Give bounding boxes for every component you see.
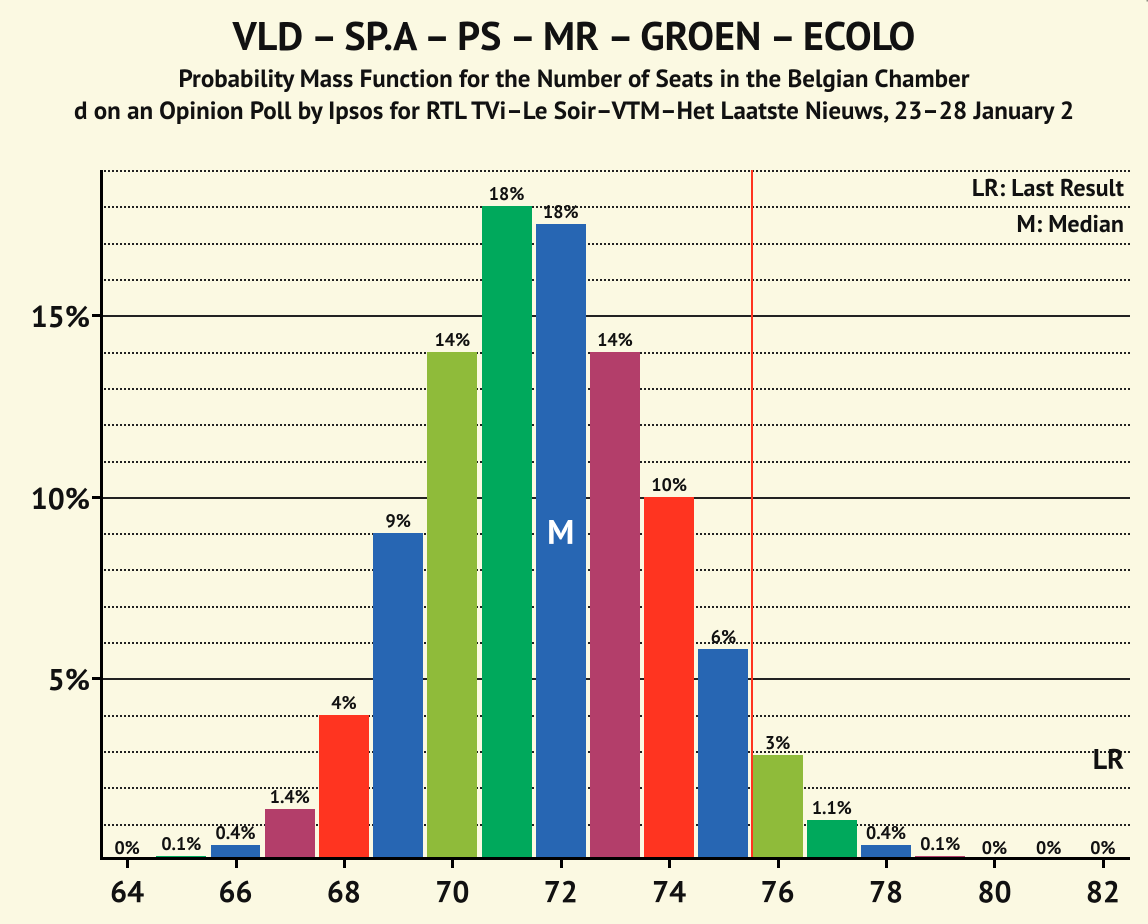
- y-axis-tick: [92, 496, 100, 499]
- x-axis-tick: [777, 860, 780, 868]
- bar-value-label: 0%: [1074, 836, 1132, 859]
- x-axis-tick: [993, 860, 996, 868]
- chart-source: d on an Opinion Poll by Ipsos for RTL TV…: [0, 94, 1148, 126]
- bar-value-label: 1.1%: [803, 796, 861, 819]
- x-axis-tick-label: 80: [951, 872, 1038, 911]
- x-axis-tick-label: 76: [734, 872, 821, 911]
- legend-median: M: Median: [1017, 208, 1125, 239]
- y-axis-line: [100, 170, 103, 860]
- y-axis-tick-label: 15%: [10, 297, 90, 336]
- gridline-minor: [100, 279, 1130, 281]
- bar-value-label: 0%: [98, 836, 156, 859]
- bar-value-label: 0.4%: [857, 821, 915, 844]
- x-axis-tick-label: 68: [301, 872, 388, 911]
- x-axis-tick-label: 74: [626, 872, 713, 911]
- x-axis-tick-label: 82: [1060, 872, 1147, 911]
- bar: [644, 497, 694, 860]
- titles: VLD – SP.A – PS – MR – GROEN – ECOLO Pro…: [0, 10, 1148, 126]
- bar-value-label: 1.4%: [261, 785, 319, 808]
- bar-value-label: 0%: [966, 836, 1024, 859]
- x-axis-tick-label: 72: [517, 872, 604, 911]
- x-axis-tick: [343, 860, 346, 868]
- bar-value-label: 6%: [694, 625, 752, 648]
- bar: [807, 820, 857, 860]
- bar-value-label: 0.1%: [152, 832, 210, 855]
- bar-value-label: 4%: [315, 691, 373, 714]
- bar-value-label: 0.1%: [911, 832, 969, 855]
- bar-value-label: 0.4%: [207, 821, 265, 844]
- gridline-minor: [100, 243, 1130, 245]
- x-axis-tick-label: 78: [843, 872, 930, 911]
- bar-value-label: 9%: [369, 509, 427, 532]
- y-axis-tick-label: 10%: [10, 479, 90, 518]
- bar-value-label: 0%: [1020, 836, 1078, 859]
- legend-last-result: LR: Last Result: [972, 172, 1124, 203]
- y-axis-tick-label: 5%: [10, 660, 90, 699]
- bar: [319, 715, 369, 860]
- bar-value-label: 10%: [640, 473, 698, 496]
- bar-chart: 0%0.1%0.4%1.4%4%9%14%18%18%14%10%6%3%1.1…: [100, 170, 1130, 860]
- chart-title: VLD – SP.A – PS – MR – GROEN – ECOLO: [0, 10, 1148, 62]
- x-axis-tick: [451, 860, 454, 868]
- bar-value-label: 18%: [478, 182, 536, 205]
- bar-value-label: 14%: [586, 328, 644, 351]
- x-axis-tick: [126, 860, 129, 868]
- x-axis-tick: [668, 860, 671, 868]
- bar: [373, 533, 423, 860]
- x-axis-tick: [560, 860, 563, 868]
- x-axis-tick-label: 64: [84, 872, 171, 911]
- bar-value-label: 14%: [423, 328, 481, 351]
- bar: [427, 352, 477, 860]
- y-axis-tick: [92, 314, 100, 317]
- bar: [753, 755, 803, 860]
- last-result-label: LR: [1093, 740, 1124, 777]
- bar: [698, 649, 748, 860]
- x-axis-tick-label: 66: [192, 872, 279, 911]
- x-axis-tick: [1102, 860, 1105, 868]
- gridline-major: [100, 315, 1130, 317]
- y-axis-tick: [92, 677, 100, 680]
- copyright-text: © 2019 Filip van Laenen: [1144, 0, 1148, 2]
- bar-value-label: 3%: [749, 731, 807, 754]
- x-axis-line: [100, 857, 1130, 860]
- page: © 2019 Filip van Laenen VLD – SP.A – PS …: [0, 0, 1148, 924]
- bar: [265, 809, 315, 860]
- chart-subtitle: Probability Mass Function for the Number…: [0, 62, 1148, 94]
- x-axis-tick: [885, 860, 888, 868]
- bar-value-label: 18%: [532, 200, 590, 223]
- bar: [482, 206, 532, 860]
- median-marker: M: [536, 510, 586, 554]
- bar: [590, 352, 640, 860]
- gridline-minor: [100, 206, 1130, 208]
- x-axis-tick: [235, 860, 238, 868]
- x-axis-tick-label: 70: [409, 872, 496, 911]
